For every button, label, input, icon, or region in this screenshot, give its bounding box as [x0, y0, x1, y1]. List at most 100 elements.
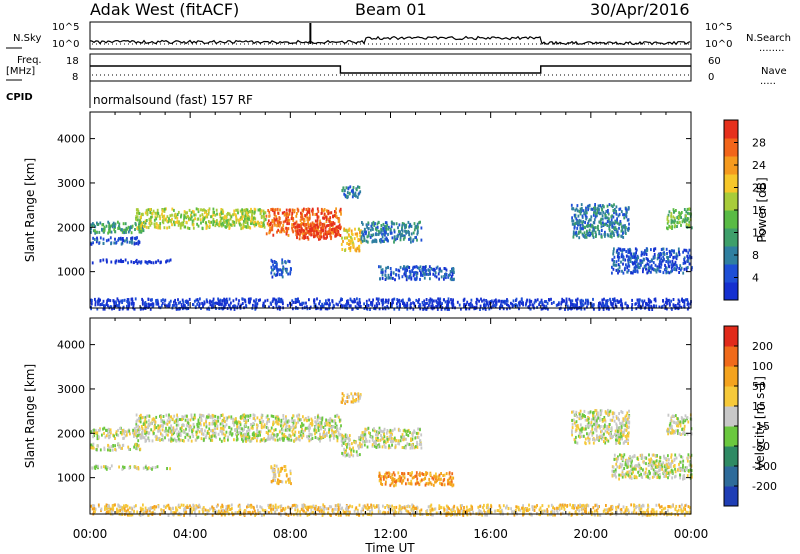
nave-dot: [316, 74, 317, 76]
echo-cell: [670, 212, 673, 216]
echo-cell: [370, 302, 372, 306]
echo-cell: [200, 418, 203, 422]
echo-cell: [159, 224, 161, 228]
echo-cell: [168, 426, 170, 430]
echo-cell: [320, 425, 322, 429]
echo-cell: [654, 299, 657, 303]
echo-cell: [298, 438, 301, 442]
echo-cell: [401, 234, 403, 238]
echo-cell: [249, 226, 252, 230]
echo-cell: [340, 212, 342, 216]
echo-cell: [662, 255, 665, 259]
echo-cell: [619, 222, 622, 226]
nave-dot: [524, 74, 525, 76]
echo-cell: [398, 298, 400, 302]
echo-cell: [268, 214, 270, 218]
echo-cell: [450, 275, 453, 279]
echo-cell: [332, 430, 335, 434]
echo-cell: [281, 268, 284, 271]
echo-cell: [654, 268, 657, 272]
echo-cell: [360, 241, 363, 245]
nave-dot: [252, 74, 253, 76]
echo-cell: [417, 225, 419, 229]
echo-cell: [116, 297, 119, 301]
echo-cell: [214, 213, 217, 217]
echo-cell: [279, 305, 282, 309]
echo-cell: [217, 419, 220, 423]
echo-cell: [434, 271, 437, 275]
echo-cell: [137, 444, 140, 448]
echo-cell: [191, 432, 194, 436]
echo-cell: [181, 223, 184, 227]
echo-cell: [351, 195, 354, 199]
echo-cell: [673, 221, 676, 225]
echo-cell: [363, 239, 366, 243]
echo-cell: [229, 304, 231, 308]
echo-cell: [224, 433, 227, 437]
echo-cell: [399, 235, 402, 239]
echo-cell: [668, 265, 671, 269]
echo-cell: [263, 423, 266, 427]
echo-cell: [573, 225, 576, 229]
cpid-label: CPID: [6, 92, 33, 103]
noise-search-dot: [504, 43, 505, 45]
echo-cell: [347, 299, 349, 303]
echo-cell: [260, 422, 263, 426]
nave-dot: [324, 74, 325, 76]
echo-cell: [339, 207, 342, 211]
echo-cell: [423, 304, 426, 308]
echo-cell: [287, 259, 290, 263]
echo-cell: [208, 432, 210, 435]
echo-cell: [328, 435, 331, 439]
echo-cell: [133, 307, 136, 311]
echo-cell: [179, 222, 182, 226]
echo-cell: [306, 210, 309, 214]
echo-cell: [135, 258, 138, 262]
nave-dot: [172, 74, 173, 76]
echo-cell: [105, 239, 108, 243]
noise-search-dot: [248, 43, 249, 45]
nave-dot: [556, 74, 557, 76]
echo-cell: [121, 432, 123, 436]
echo-cell: [589, 218, 592, 222]
echo-cell: [96, 236, 98, 240]
noise-search-dot: [580, 43, 581, 45]
echo-cell: [357, 303, 360, 307]
echo-cell: [253, 210, 256, 214]
echo-cell: [142, 220, 145, 224]
echo-cell: [626, 227, 629, 231]
echo-cell: [626, 266, 629, 270]
echo-cell: [107, 231, 109, 235]
colorbar-tick-label: 28: [752, 137, 766, 150]
echo-cell: [599, 220, 601, 224]
echo-cell: [99, 259, 102, 263]
echo-cell: [418, 269, 421, 273]
echo-cell: [379, 231, 381, 235]
echo-cell: [231, 223, 233, 227]
echo-cell: [256, 436, 259, 440]
echo-cell: [323, 208, 326, 211]
echo-cell: [238, 425, 240, 429]
echo-cell: [311, 212, 314, 216]
echo-cell: [511, 304, 514, 308]
echo-cell: [156, 211, 159, 215]
echo-cell: [243, 219, 245, 223]
echo-cell: [344, 433, 347, 437]
echo-cell: [574, 231, 577, 235]
echo-cell: [182, 423, 185, 427]
echo-cell: [272, 209, 274, 213]
echo-cell: [316, 297, 318, 301]
echo-cell: [484, 303, 487, 307]
echo-cell: [571, 219, 574, 223]
echo-cell: [594, 215, 597, 219]
echo-cell: [274, 428, 277, 432]
echo-cell: [468, 307, 471, 311]
echo-cell: [187, 438, 190, 442]
echo-cell: [177, 301, 180, 305]
echo-cell: [174, 298, 176, 302]
noise-search-dot: [420, 43, 421, 45]
echo-cell: [328, 430, 330, 434]
echo-cell: [666, 227, 669, 231]
echo-cell: [687, 259, 690, 263]
